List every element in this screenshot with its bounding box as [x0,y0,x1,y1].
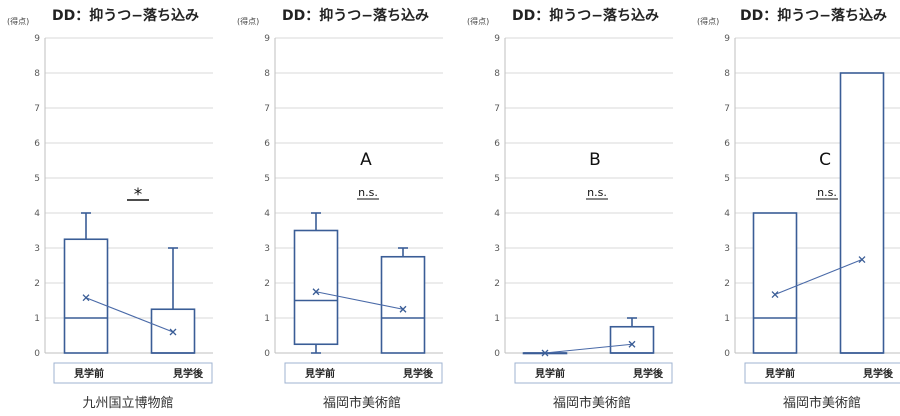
y-tick-label: 4 [724,209,730,219]
category-label-box [744,362,900,384]
y-tick-label: 2 [264,279,270,289]
y-tick-label: 6 [724,139,730,149]
y-axis-unit-label: (得点) [237,16,259,26]
y-tick-label: 0 [724,349,730,359]
box-body [380,255,426,354]
mean-marker [771,291,779,299]
x-category-label: 見学後 [862,367,894,380]
chart-footer-label: 福岡市美術館 [783,395,861,411]
chart-title: DD：抑うつ−落ち込み [740,7,887,24]
chart-footer-label: 九州国立博物館 [82,396,173,411]
chart-title: DD：抑うつ−落ち込み [512,7,659,24]
y-tick-label: 5 [264,174,270,184]
mean-marker [169,328,177,336]
y-tick-label: 1 [34,314,40,324]
y-tick-label: 7 [264,104,270,114]
group-label: B [589,150,601,170]
y-tick-label: 9 [494,34,500,44]
group-label: C [819,150,831,170]
y-tick-label: 6 [34,139,40,149]
mean-marker [628,340,636,348]
y-tick-label: 4 [34,209,40,219]
y-tick-label: 5 [34,174,40,184]
x-category-label: 見学前 [304,367,335,380]
chart-title: DD：抑うつ−落ち込み [282,7,429,24]
y-tick-label: 5 [724,174,730,184]
y-tick-label: 9 [34,34,40,44]
box-body [839,72,885,354]
group-label: A [360,150,372,170]
y-tick-label: 2 [494,279,500,289]
mean-marker [82,294,90,302]
category-label-box [53,362,213,384]
y-tick-label: 3 [494,244,500,254]
x-category-label: 見学前 [534,367,565,380]
y-tick-label: 6 [264,139,270,149]
y-tick-label: 8 [724,69,730,79]
y-tick-label: 5 [494,174,500,184]
mean-trend-line [315,291,404,310]
y-tick-label: 2 [724,279,730,289]
box-body [293,229,339,346]
y-tick-label: 2 [34,279,40,289]
significance-label: n.s. [817,186,837,199]
y-tick-label: 1 [494,314,500,324]
mean-trend-line [544,343,633,354]
y-axis-unit-label: (得点) [7,16,29,26]
y-tick-label: 4 [494,209,500,219]
y-tick-label: 3 [34,244,40,254]
mean-trend-line [774,259,863,296]
significance-label: n.s. [587,186,607,199]
y-tick-label: 8 [494,69,500,79]
y-tick-label: 4 [264,209,270,219]
chart-footer-label: 福岡市美術館 [553,395,631,411]
box-body [63,238,109,354]
mean-trend-line [85,297,174,333]
x-category-label: 見学前 [73,367,104,380]
y-tick-label: 0 [34,349,40,359]
y-tick-label: 7 [494,104,500,114]
y-tick-label: 3 [724,244,730,254]
y-axis-unit-label: (得点) [697,16,719,26]
y-axis-unit-label: (得点) [467,16,489,26]
x-category-label: 見学後 [632,367,664,380]
y-tick-label: 6 [494,139,500,149]
y-tick-label: 8 [34,69,40,79]
x-category-label: 見学前 [764,367,795,380]
y-tick-label: 0 [494,349,500,359]
y-tick-label: 1 [264,314,270,324]
significance-label: n.s. [358,186,378,199]
y-tick-label: 9 [724,34,730,44]
mean-marker [858,256,866,264]
y-tick-label: 0 [264,349,270,359]
chart-title: DD：抑うつ−落ち込み [52,7,199,24]
x-category-label: 見学後 [402,367,434,380]
category-label-box [514,362,673,384]
mean-marker [541,349,549,357]
category-label-box [284,362,443,384]
y-tick-label: 1 [724,314,730,324]
x-category-label: 見学後 [172,367,204,380]
y-tick-label: 7 [34,104,40,114]
mean-marker [399,305,407,313]
y-tick-label: 7 [724,104,730,114]
box-body [609,325,655,354]
chart-footer-label: 福岡市美術館 [323,395,401,411]
y-tick-label: 3 [264,244,270,254]
significance-label: * [134,185,143,205]
y-tick-label: 8 [264,69,270,79]
y-tick-label: 9 [264,34,270,44]
box-body [752,212,798,354]
mean-marker [312,288,320,296]
